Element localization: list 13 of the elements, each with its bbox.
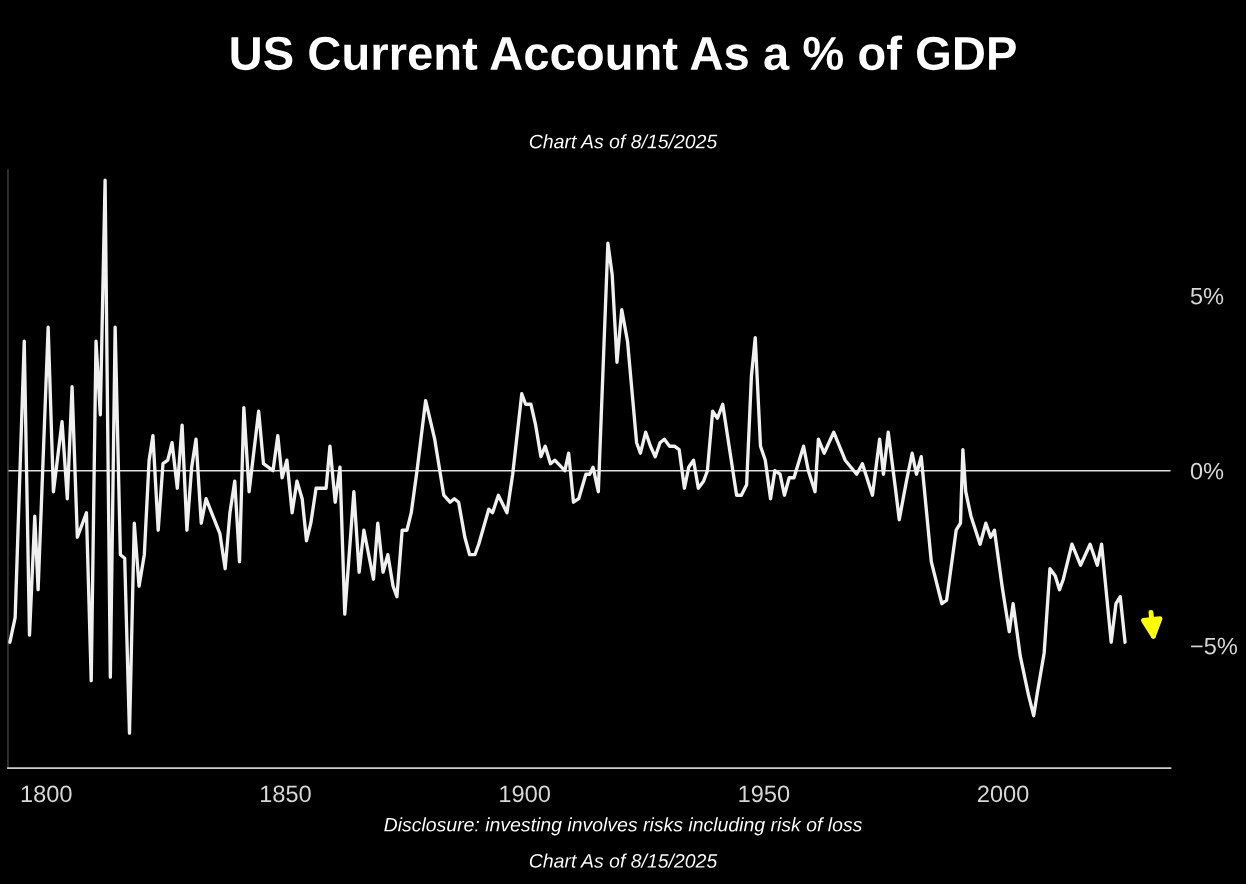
y-tick-label: 5% <box>1190 287 1224 305</box>
chart-title: US Current Account As a % of GDP <box>231 35 1016 71</box>
y-tick-label: −5% <box>1191 637 1238 655</box>
x-tick-label: 1950 <box>739 785 790 803</box>
text: Disclosure: investing involves risks including risk of loss <box>384 817 862 836</box>
line-series <box>8 178 1127 735</box>
x-tick-label: 1800 <box>21 785 72 803</box>
x-tick-label: 1850 <box>260 785 311 803</box>
text: Chart As of 8/15/2025 <box>529 853 718 868</box>
chart-subtitle: Chart As of 8/15/2025 <box>529 134 718 149</box>
y-tick-label: 0% <box>1190 462 1224 480</box>
x-tick-label: 1900 <box>500 785 550 803</box>
x-tick-label: 2000 <box>977 785 1029 803</box>
